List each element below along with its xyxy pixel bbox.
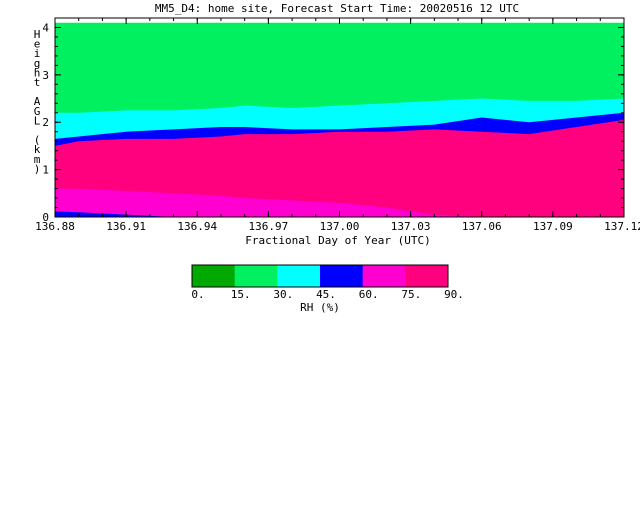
y-label-char: t bbox=[34, 76, 41, 89]
colorbar-tick-label: 45. bbox=[316, 288, 336, 301]
y-label-char: g bbox=[34, 57, 41, 70]
y-axis: 0 1 2 3 4 bbox=[42, 21, 624, 224]
colorbar-swatch bbox=[192, 265, 236, 287]
x-tick-label: 137.00 bbox=[320, 220, 360, 233]
colorbar-tick-label: 30. bbox=[273, 288, 293, 301]
colorbar-legend: 0. 15. 30. 45. 60. 75. 90. bbox=[191, 264, 464, 301]
colorbar-frame bbox=[191, 264, 449, 288]
colorbar-label: RH (%) bbox=[300, 301, 340, 314]
colorbar-tick-label: 15. bbox=[231, 288, 251, 301]
band-75-90 bbox=[55, 119, 624, 217]
colorbar-tick-label: 75. bbox=[401, 288, 421, 301]
y-label-char: H bbox=[34, 28, 41, 41]
x-tick-label: 137.12 bbox=[604, 220, 640, 233]
x-tick-label: 136.94 bbox=[177, 220, 217, 233]
plot-area bbox=[54, 17, 625, 218]
y-label-char: k bbox=[34, 143, 41, 156]
y-tick-label: 4 bbox=[42, 21, 49, 34]
colorbar-tick-label: 0. bbox=[191, 288, 204, 301]
colorbar-swatch bbox=[362, 265, 406, 287]
band-45-60-surface bbox=[55, 211, 624, 217]
x-axis-label: Fractional Day of Year (UTC) bbox=[245, 234, 430, 247]
y-label-char: ( bbox=[34, 134, 41, 147]
x-tick-label: 137.03 bbox=[391, 220, 431, 233]
y-tick-label: 3 bbox=[42, 69, 49, 82]
y-tick-label: 2 bbox=[42, 116, 49, 129]
x-tick-label: 136.97 bbox=[249, 220, 289, 233]
colorbar-swatch bbox=[320, 265, 364, 287]
y-label-char: G bbox=[34, 105, 41, 118]
y-tick-label: 0 bbox=[42, 211, 49, 224]
y-label-char: A bbox=[34, 95, 41, 108]
x-tick-label: 136.88 bbox=[35, 220, 75, 233]
x-tick-label: 137.09 bbox=[533, 220, 573, 233]
x-axis: 136.88 136.91 136.94 136.97 137.00 137.03 137.… bbox=[35, 18, 640, 233]
colorbar-tick-label: 90. bbox=[444, 288, 464, 301]
y-label-char: i bbox=[34, 47, 41, 60]
y-label-char: h bbox=[34, 66, 41, 79]
y-label-char: m bbox=[34, 153, 41, 166]
y-label-char: e bbox=[34, 38, 41, 51]
band-60-75 bbox=[55, 188, 624, 217]
chart-title: MM5_D4: home site, Forecast Start Time: … bbox=[155, 2, 519, 15]
colorbar-swatch bbox=[234, 265, 278, 287]
colorbar-swatch bbox=[277, 265, 321, 287]
y-label-char: L bbox=[34, 114, 41, 127]
colorbar-swatch bbox=[405, 265, 449, 287]
y-label-char: ) bbox=[34, 162, 41, 175]
x-tick-label: 137.06 bbox=[462, 220, 502, 233]
x-tick-label: 136.91 bbox=[106, 220, 146, 233]
colorbar-tick-label: 60. bbox=[359, 288, 379, 301]
y-tick-label: 1 bbox=[42, 164, 49, 177]
